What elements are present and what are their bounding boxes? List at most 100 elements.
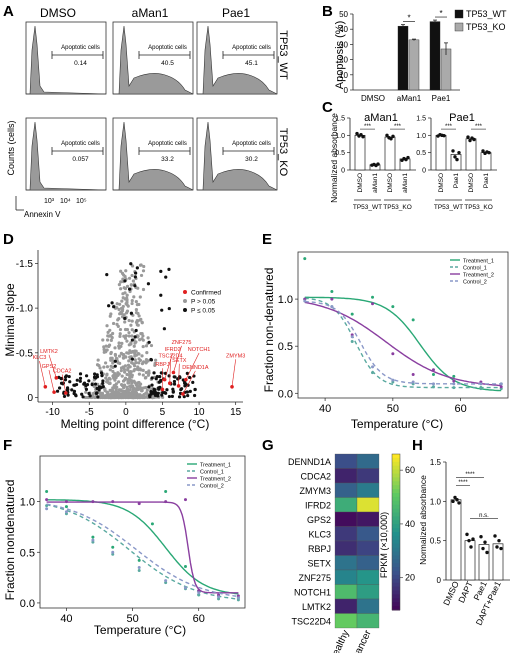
d-point-sig (150, 376, 154, 380)
e-legend-label: Treatment_1 (463, 259, 494, 265)
d-point-ns (134, 387, 139, 391)
d-point-sig (123, 316, 127, 320)
d-confirmed-label: CDCA2 (53, 368, 72, 374)
d-point-sig (188, 375, 192, 380)
d-point-sig (60, 376, 64, 381)
d-point-ns (134, 383, 138, 387)
g-row-label: IFRD2 (305, 500, 331, 510)
g-colorbar-tick-label: 20 (405, 573, 415, 583)
c-ytick-label: 0 (422, 168, 426, 175)
d-point-ns (128, 349, 132, 353)
d-point-sig (93, 382, 98, 386)
d-point-ns (114, 388, 118, 392)
g-colorbar-segment (392, 516, 400, 521)
g-heat-cell (334, 555, 358, 571)
f-data-point (236, 596, 240, 600)
panel-letter-g: G (262, 437, 274, 454)
d-point-sig (75, 378, 79, 382)
b-category-label: Pae1 (432, 94, 451, 103)
b-category-label: DMSO (361, 94, 385, 103)
d-point-sig (99, 386, 103, 390)
d-point-sig (129, 311, 134, 315)
d-point-sig (157, 380, 161, 384)
c-ytick-label: 1.0 (335, 133, 345, 140)
d-point-sig (127, 287, 132, 291)
gate-label: Apoptotic cells (61, 45, 100, 51)
axis-label-counts: Counts (cells) (6, 120, 16, 175)
d-point-sig (156, 391, 160, 395)
f-ytick-label: 1.0 (20, 497, 35, 509)
col-header-dmso: DMSO (40, 6, 76, 20)
e-data-point (330, 297, 334, 301)
c-data-point (376, 162, 380, 166)
d-point-sig (172, 375, 176, 379)
b-ytick-label: 30 (339, 40, 348, 49)
e-data-point (431, 382, 435, 386)
h-data-point (455, 498, 459, 502)
h-data-point (497, 538, 501, 543)
d-point-ns (138, 338, 142, 342)
d-point-ns (133, 395, 137, 399)
d-point-sig (66, 393, 70, 397)
gate-percentage: 30.2 (245, 156, 258, 163)
d-label-leader (164, 352, 174, 380)
d-point-ns (118, 334, 122, 338)
g-heat-cell (356, 482, 380, 498)
b-ytick-label: 10 (339, 71, 348, 80)
h-data-point (479, 535, 483, 539)
d-point-ns (144, 370, 148, 375)
d-point-ns (124, 269, 128, 273)
gate-label: Apoptotic cells (61, 141, 100, 147)
panel-c-bar-chart: Normalized absorbance aMan1 Pae1 0 0.5 1.0… (329, 112, 497, 211)
d-point-confirmed (176, 384, 181, 388)
d-legend-label: Confirmed (191, 290, 221, 297)
c-category-label: aMan1 (402, 173, 409, 193)
d-point-ns (125, 368, 130, 372)
panel-letter-e: E (262, 231, 272, 248)
d-point-sig (157, 386, 161, 390)
d-point-ns (129, 379, 134, 383)
xtick-1e5: 10⁵ (76, 198, 87, 205)
c-sig-star: *** (364, 124, 372, 130)
d-point-ns (117, 307, 121, 312)
d-point-ns (105, 324, 109, 328)
panel-letter-b: B (322, 3, 333, 20)
d-point-ns (113, 352, 117, 357)
d-point-sig (87, 391, 91, 396)
d-point-sig (147, 340, 151, 344)
e-xtick-label: 40 (319, 403, 331, 415)
d-point-ns (125, 339, 129, 343)
d-point-ns (121, 277, 125, 281)
d-point-ns (111, 369, 115, 374)
h-bar (450, 499, 462, 581)
b-bar (408, 39, 420, 91)
d-ylabel: Minimal slope (3, 283, 17, 357)
g-heat-cell (356, 497, 380, 513)
d-point-ns (117, 283, 121, 287)
g-heat-cell (334, 584, 358, 600)
g-row-label: RBPJ (308, 544, 331, 554)
h-data-point (471, 537, 475, 541)
d-point-ns (127, 318, 131, 323)
d-point-ns (117, 316, 121, 321)
f-data-point (111, 500, 115, 504)
e-data-point (371, 302, 375, 306)
d-point-confirmed (160, 387, 165, 392)
d-point-sig (167, 267, 171, 271)
d-point-sig (177, 395, 182, 399)
c-ytick-label: 1.0 (416, 133, 426, 140)
d-point-sig (64, 374, 69, 378)
e-xlabel: Temperature (°C) (351, 417, 443, 431)
b-ylabel: Apoptosis (%) (334, 21, 346, 89)
d-point-sig (78, 376, 83, 380)
d-confirmed-label: ZNF275 (172, 340, 192, 346)
c-group-label: TP53_KO (464, 204, 493, 211)
panel-h-bar-chart: Normalized absorbance 00.51.01.5DMSODAPT… (418, 458, 510, 627)
b-ytick-label: 0 (344, 86, 349, 95)
d-point-confirmed (162, 377, 167, 382)
d-point-sig (93, 372, 97, 376)
h-data-point (499, 546, 503, 551)
g-colorbar-segment (392, 586, 400, 591)
d-point-ns (125, 302, 129, 307)
d-point-ns (149, 343, 154, 348)
